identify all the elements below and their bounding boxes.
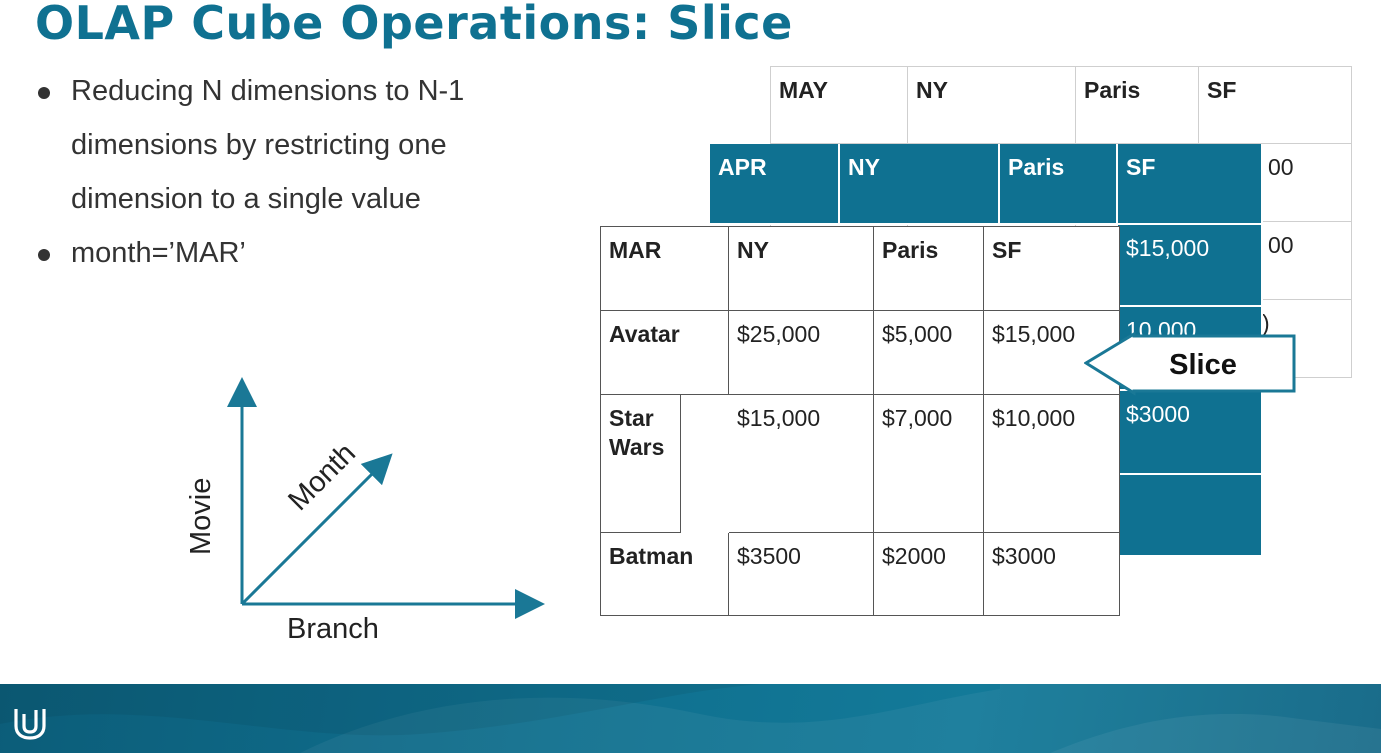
movie-name-cell: Avatar	[601, 311, 729, 395]
value-cell: $3000	[984, 533, 1120, 616]
axis-label-movie: Movie	[185, 478, 217, 555]
cube-layer-mar: MAR NY Paris SF Avatar $25,000 $5,000 $1…	[600, 226, 1120, 616]
value-cell: $5,000	[874, 311, 984, 395]
value-cell: $10,000	[984, 395, 1120, 533]
apr-header-cell: SF	[1118, 144, 1263, 225]
value-cell: $15,000	[984, 311, 1120, 395]
value-cell: $25,000	[729, 311, 874, 395]
value-cell: $15,000	[729, 395, 874, 533]
mar-header-cell: Paris	[874, 227, 984, 311]
mar-header-cell: MAR	[601, 227, 729, 311]
may-header-cell: NY	[908, 67, 1076, 144]
bullet-item: Reducing N dimensions to N-1 dimensions …	[38, 64, 558, 226]
value-cell: $2000	[874, 533, 984, 616]
mar-header-cell: NY	[729, 227, 874, 311]
apr-header-cell: NY	[840, 144, 1000, 225]
apr-header-cell: APR	[710, 144, 840, 225]
bullet-item: month=’MAR’	[38, 226, 558, 280]
slice-arrow: Slice	[1084, 332, 1296, 396]
apr-value-cell	[1118, 475, 1263, 557]
dimension-axes-diagram: Movie Month Branch	[185, 377, 545, 645]
value-cell: $7,000	[874, 395, 984, 533]
value-cell: $3500	[729, 533, 874, 616]
movie-name-cell: Star Wars	[601, 395, 681, 533]
apr-header-cell: Paris	[1000, 144, 1118, 225]
movie-name-cell: Batman	[601, 533, 729, 616]
bullet-list: Reducing N dimensions to N-1 dimensions …	[38, 64, 558, 280]
month-axis	[240, 453, 393, 606]
apr-value-cell: $3000	[1118, 391, 1263, 475]
slide-title: OLAP Cube Operations: Slice	[35, 0, 793, 50]
slice-label: Slice	[1169, 349, 1237, 381]
mar-header-cell: SF	[984, 227, 1120, 311]
footer-bar	[0, 684, 1381, 753]
axis-label-month: Month	[282, 437, 362, 517]
udacity-logo-icon	[14, 709, 46, 740]
may-header-cell: SF	[1199, 67, 1352, 144]
apr-value-cell: $15,000	[1118, 225, 1263, 307]
footer-wave-decoration	[0, 684, 1381, 753]
axis-label-branch: Branch	[287, 613, 379, 645]
may-header-cell: Paris	[1076, 67, 1199, 144]
may-header-cell: MAY	[771, 67, 908, 144]
